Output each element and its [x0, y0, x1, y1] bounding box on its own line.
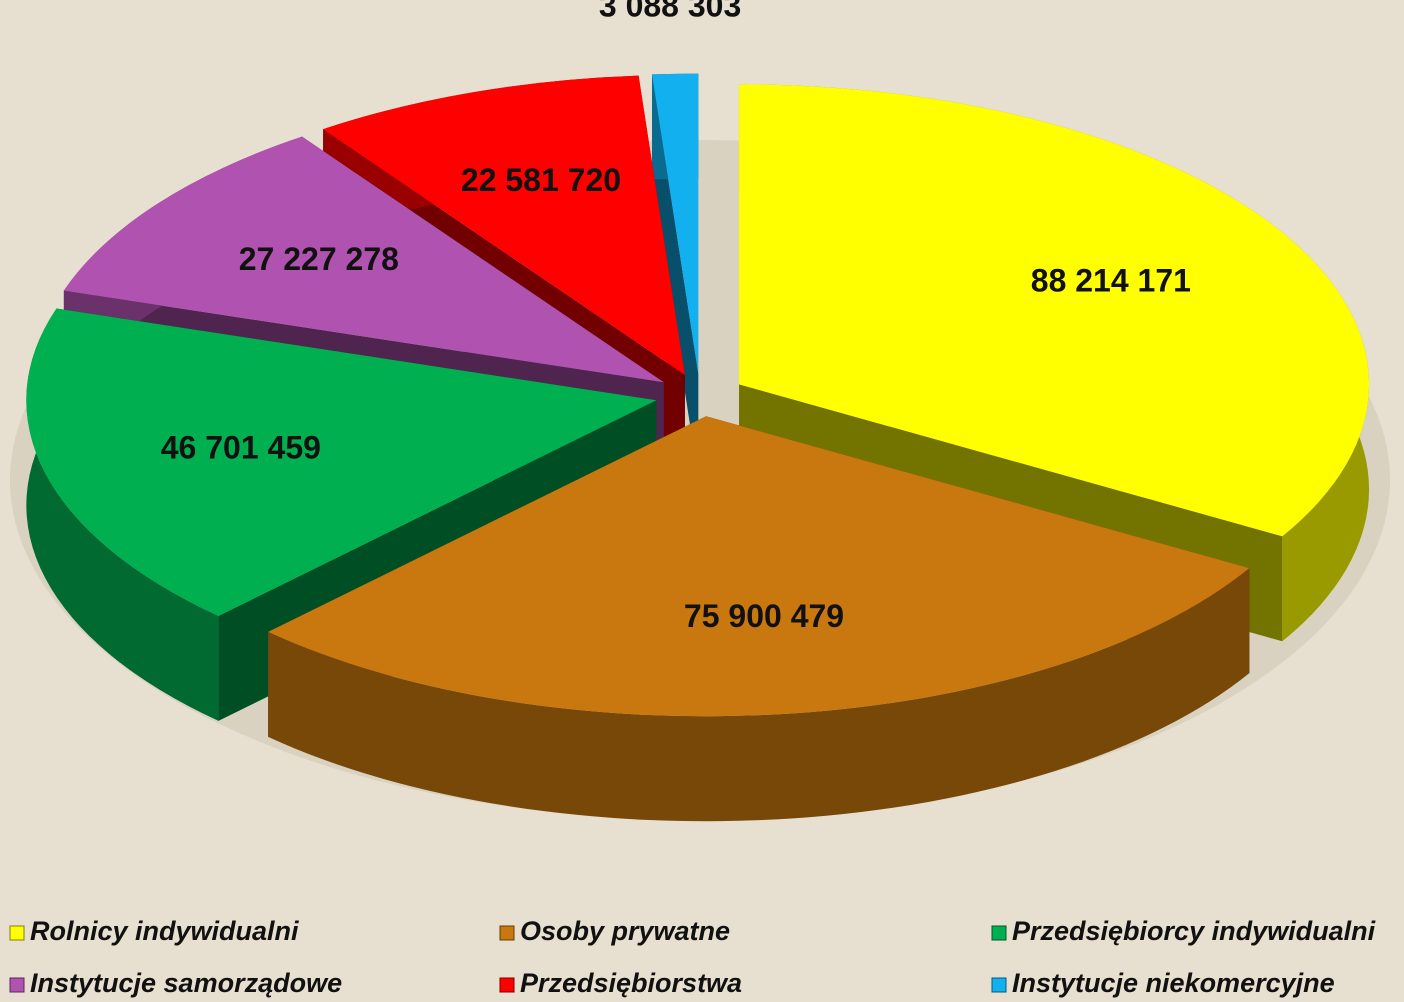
legend-swatch	[991, 977, 1007, 993]
slice-top	[739, 84, 1370, 537]
slice-top	[26, 308, 657, 616]
value-label: 75 900 479	[684, 598, 844, 634]
legend-label: Osoby prywatne	[520, 916, 730, 946]
slice	[652, 73, 699, 479]
slice	[268, 416, 1250, 822]
slice-top	[63, 136, 664, 383]
legend-swatch	[499, 925, 515, 941]
slice-wall	[268, 568, 1250, 822]
legend-label: Rolnicy indywidualni	[30, 916, 299, 946]
legend-label: Instytucje samorządowe	[30, 968, 342, 998]
value-label: 22 581 720	[461, 162, 621, 198]
value-label: 3 088 303	[599, 0, 741, 23]
slice-top	[268, 416, 1250, 717]
legend-swatch	[991, 925, 1007, 941]
slice-top	[652, 73, 699, 374]
legend-swatch	[499, 977, 515, 993]
value-label: 27 227 278	[239, 241, 399, 277]
slice-wall	[26, 308, 219, 721]
slice-top	[323, 75, 685, 375]
value-label: 88 214 171	[1031, 262, 1191, 298]
legend-label: Przedsiębiorcy indywidualni	[1012, 916, 1376, 946]
legend-swatch	[9, 977, 25, 993]
legend-label: Instytucje niekomercyjne	[1012, 968, 1335, 998]
legend-swatch	[9, 925, 25, 941]
legend-label: Przedsiębiorstwa	[520, 968, 742, 998]
value-label: 46 701 459	[161, 429, 321, 465]
